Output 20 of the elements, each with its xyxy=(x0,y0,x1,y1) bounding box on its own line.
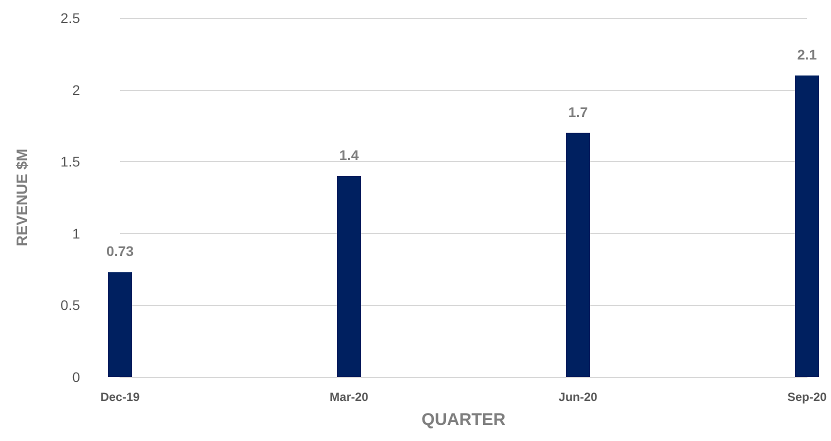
y-tick-label: 0 xyxy=(72,369,80,385)
bar xyxy=(795,75,819,377)
x-tick-label: Jun-20 xyxy=(558,390,598,404)
y-tick-label: 1.5 xyxy=(60,154,80,170)
x-axis-title: QUARTER xyxy=(421,410,506,429)
x-tick-label: Mar-20 xyxy=(330,390,369,404)
bar xyxy=(566,132,590,377)
y-tick-label: 2.5 xyxy=(60,10,80,26)
y-tick-label: 0.5 xyxy=(60,297,80,314)
data-label: 1.4 xyxy=(339,146,359,163)
y-tick-label: 2 xyxy=(72,82,80,98)
data-label: 1.7 xyxy=(568,104,588,120)
bar xyxy=(108,272,132,377)
x-tick-label: Sep-20 xyxy=(787,390,827,404)
data-label: 0.73 xyxy=(106,243,134,260)
bar xyxy=(337,176,361,377)
y-axis-title: REVENUE $M xyxy=(14,148,31,246)
x-tick-label: Dec-19 xyxy=(100,390,140,404)
data-label: 2.1 xyxy=(797,46,817,62)
y-tick-label: 1 xyxy=(72,225,80,242)
